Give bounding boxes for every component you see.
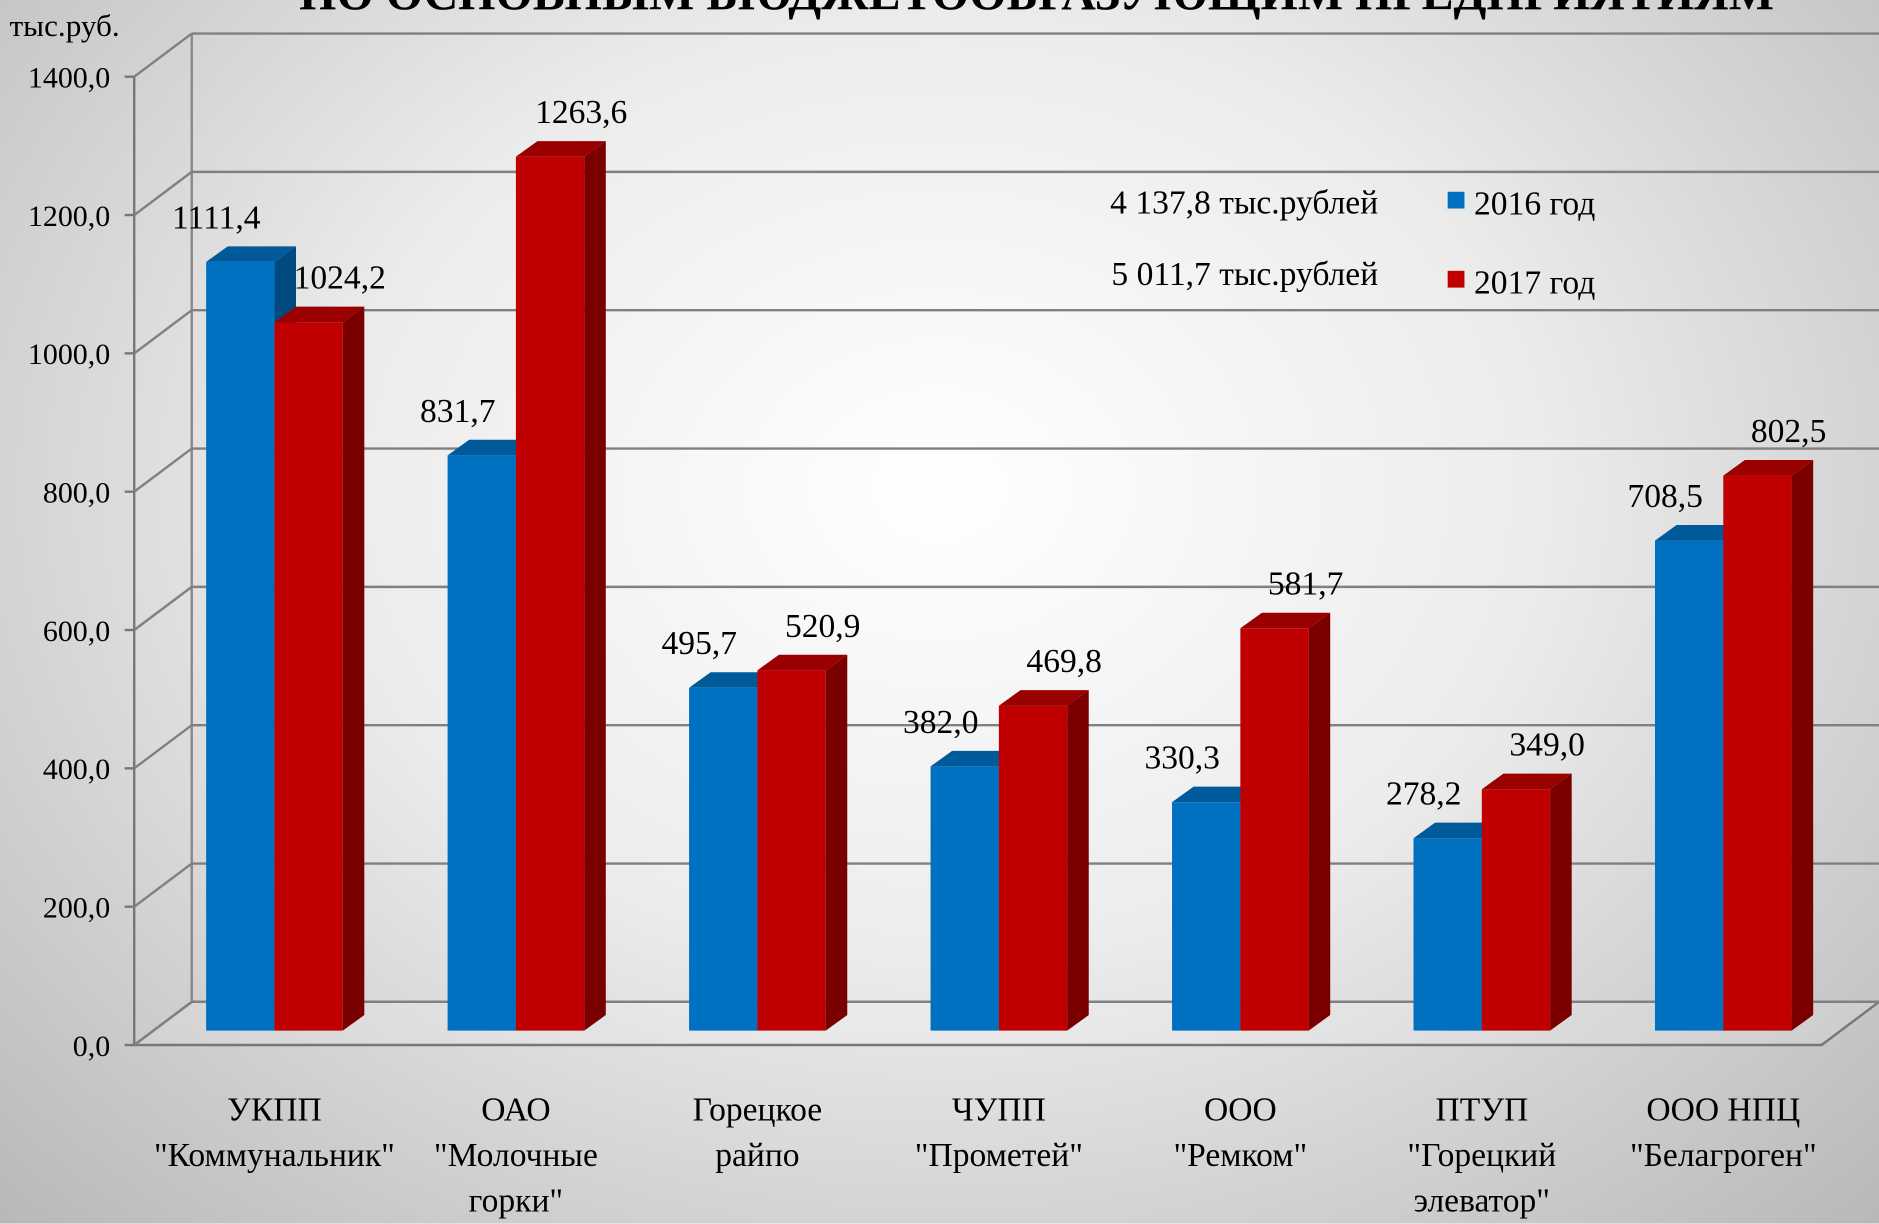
grid-line-side [133,862,193,908]
bar-front [757,670,826,1031]
bar-front [1172,802,1241,1031]
bar-top [447,439,538,456]
legend-label: 2016 год [1474,186,1595,223]
value-label: 330,3 [1144,740,1219,777]
value-label: 581,7 [1268,566,1343,603]
x-tick-label: ЧУПП "Прометей" [914,1091,1083,1175]
y-tick-label: 600,0 [43,615,110,648]
bar-front [998,705,1068,1031]
x-tick-label: УКПП "Коммунальник" [153,1091,395,1175]
annotation: 4 137,8 тыс.рублей [1110,184,1378,221]
bar-top [515,141,606,157]
bar-front [1413,838,1482,1031]
bar-front [930,766,999,1031]
grid-line-side [133,309,193,355]
bar-top [1481,773,1572,790]
value-label: 1111,4 [172,199,261,236]
value-label: 469,8 [1026,643,1101,680]
grid-line-side [133,724,193,770]
bar-side [1067,690,1089,1031]
bar-side [825,654,848,1031]
y-tick-label: 200,0 [43,891,110,924]
bar-top [1172,786,1262,803]
value-label: 1263,6 [535,94,627,131]
bar-top [1723,459,1814,476]
value-label: 495,7 [662,625,737,662]
bar-top [757,654,848,671]
bar-front [1240,628,1309,1031]
bar-top [998,690,1089,706]
y-tick-label: 1200,0 [28,200,110,233]
chart-title: ПО ОСНОВНЫМ БЮДЖЕТООБРАЗУЮЩИМ ПРЕДПРИЯТИ… [299,0,1774,21]
bar-side [1791,459,1814,1031]
bar-front [1723,475,1792,1031]
bar-side [584,141,606,1031]
value-label: 278,2 [1386,776,1461,813]
grid-line-side [133,32,193,78]
value-label: 349,0 [1509,727,1584,764]
value-label: 520,9 [785,608,860,645]
y-tick-label: 1000,0 [28,338,110,371]
x-tick-label: ПТУП "Горецкий элеватор" [1407,1091,1557,1220]
value-label: 802,5 [1751,413,1826,450]
bar-front [689,687,758,1031]
bar-side [1550,773,1572,1031]
y-tick-label: 1400,0 [28,61,110,94]
value-label: 1024,2 [294,260,386,297]
grid-line-side [133,447,193,493]
annotation: 5 011,7 тыс.рублей [1111,256,1378,293]
grid-line-side [133,585,193,631]
y-tick-label: 800,0 [43,476,110,509]
value-label: 708,5 [1627,478,1702,515]
legend-swatch [1447,270,1465,288]
bar-side [342,306,365,1031]
bar-front [447,455,516,1031]
x-tick-label: Горецкое райпо [692,1091,823,1175]
y-tick-label: 400,0 [43,753,110,786]
grid-line-side [133,170,193,216]
grid-line-side [133,1000,193,1046]
bar-top [1413,822,1504,839]
bar-side [1308,612,1331,1031]
bar-top [930,750,1021,767]
bar-top [206,246,297,262]
x-tick-label: ОАО "Молочные горки" [433,1091,598,1220]
bar-top [1654,525,1745,541]
bar-top [689,672,779,688]
y-axis-label: тыс.руб. [10,8,120,43]
value-label: 382,0 [903,704,978,741]
value-label: 831,7 [420,393,495,430]
bar-front [274,322,343,1031]
legend-swatch [1447,191,1465,209]
bar-front [515,156,585,1031]
x-tick-label: ООО НПЦ "Белагроген" [1629,1091,1817,1175]
bar-top [1240,612,1331,629]
legend-label: 2017 год [1474,265,1595,302]
x-tick-label: ООО "Ремком" [1173,1091,1308,1175]
bar-front [1654,540,1724,1031]
bar-front [206,261,275,1031]
bar-front [1481,789,1551,1031]
bar-top [274,306,365,323]
y-tick-label: 0,0 [73,1030,110,1063]
